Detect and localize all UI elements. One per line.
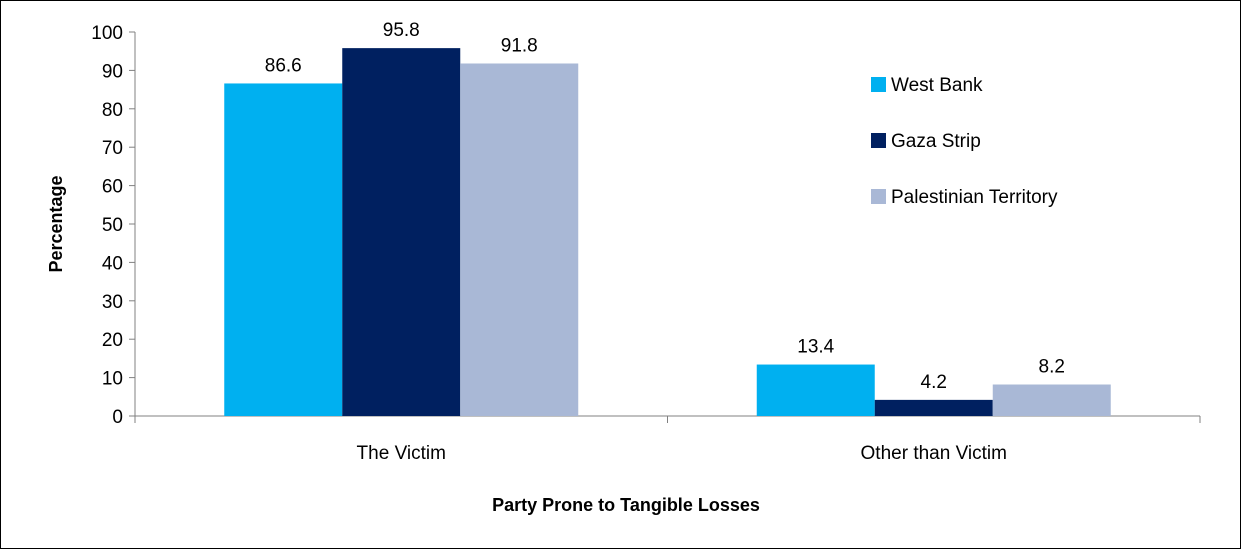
bar-1-2 — [756, 364, 875, 416]
y-tick-label: 40 — [102, 253, 123, 274]
legend-swatch — [871, 133, 886, 148]
data-label: 86.6 — [265, 55, 302, 76]
y-tick-label: 10 — [102, 369, 123, 390]
y-tick-label: 0 — [112, 407, 123, 428]
data-label: 8.2 — [1039, 357, 1065, 378]
legend-swatch — [871, 189, 886, 204]
bar-2-2 — [874, 399, 993, 416]
y-tick-label: 70 — [102, 138, 123, 159]
legend-label: Gaza Strip — [891, 131, 981, 152]
legend: West Bank Gaza Strip Palestinian Territory — [871, 75, 1058, 208]
bar-3-1 — [460, 63, 579, 416]
y-tick-label: 20 — [102, 330, 123, 351]
plot-area: 0 10 20 30 40 50 60 70 80 90 100 86.6 95.8 91.8 The Vi… — [91, 20, 1201, 464]
x-axis-title: Party Prone to Tangible Losses — [492, 495, 760, 515]
bar-2-1 — [342, 48, 461, 417]
data-label: 13.4 — [797, 337, 834, 358]
y-tick-label: 100 — [91, 23, 123, 44]
legend-label: West Bank — [891, 75, 983, 96]
legend-swatch — [871, 77, 886, 92]
y-axis-title: Percentage — [46, 175, 66, 272]
y-tick-label: 60 — [102, 177, 123, 198]
data-label: 4.2 — [921, 372, 947, 393]
x-category-label: The Victim — [357, 443, 446, 464]
y-tick-label: 90 — [102, 61, 123, 82]
bar-3-2 — [992, 384, 1111, 416]
data-label: 91.8 — [501, 35, 538, 56]
x-category-label: Other than Victim — [861, 443, 1007, 464]
y-tick-label: 80 — [102, 100, 123, 121]
y-tick-label: 50 — [102, 215, 123, 236]
bar-1-1 — [224, 83, 343, 417]
legend-label: Palestinian Territory — [891, 187, 1058, 208]
y-tick-label: 30 — [102, 292, 123, 313]
data-label: 95.8 — [383, 20, 420, 41]
